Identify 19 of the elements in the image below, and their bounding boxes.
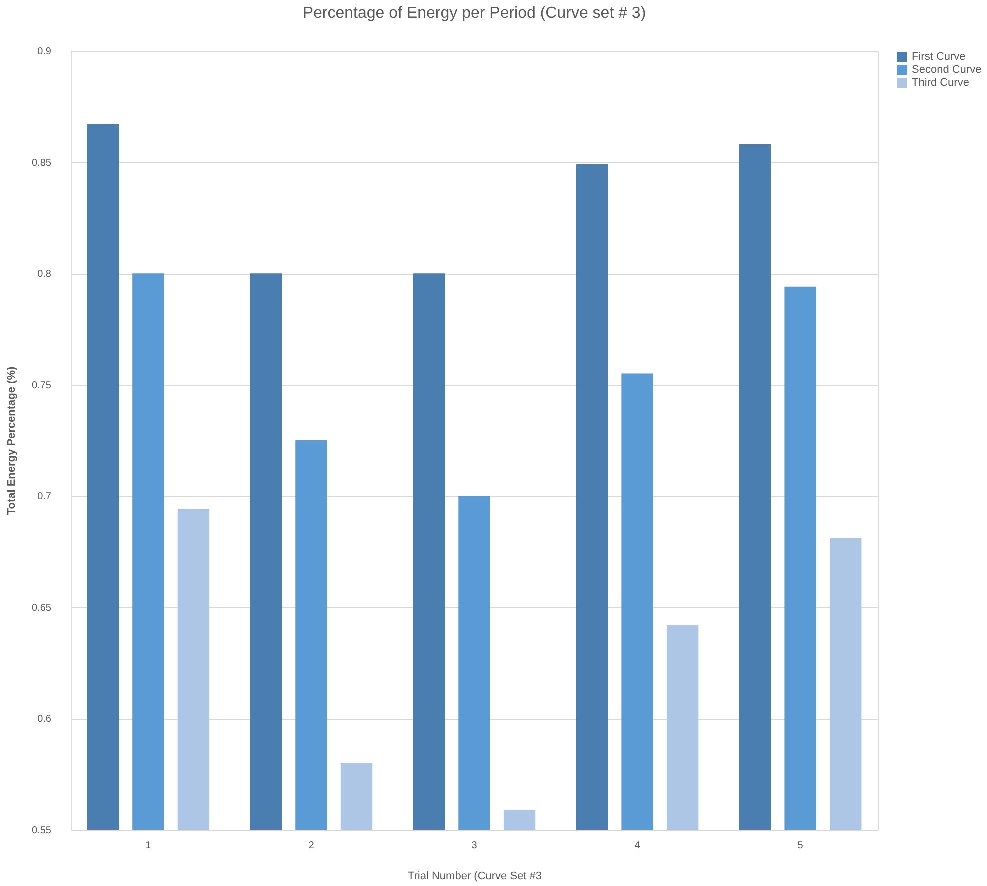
legend-label: Third Curve: [912, 77, 970, 89]
legend-label: First Curve: [912, 51, 966, 63]
x-tick-label: 3: [472, 840, 478, 852]
x-tick-label: 5: [798, 840, 804, 852]
x-axis-title: Trial Number (Curve Set #3: [408, 870, 542, 882]
x-tick-label: 4: [634, 840, 641, 852]
x-tick-label: 2: [308, 840, 315, 852]
y-tick-label: 0.9: [38, 46, 52, 58]
y-tick-label: 0.6: [38, 714, 52, 726]
y-tick-label: 0.85: [32, 158, 52, 169]
chart-title: Percentage of Energy per Period (Curve set # 3): [302, 5, 646, 22]
x-tick-label: 1: [146, 840, 152, 852]
y-tick-label: 0.8: [38, 269, 52, 280]
y-axis-title: Total Energy Percentage (%): [6, 366, 18, 516]
y-tick-label: 0.65: [32, 602, 52, 614]
y-tick-label: 0.55: [32, 826, 52, 836]
y-tick-label: 0.75: [32, 380, 52, 392]
legend-label: Second Curve: [912, 64, 982, 76]
y-tick-label: 0.7: [38, 492, 52, 503]
